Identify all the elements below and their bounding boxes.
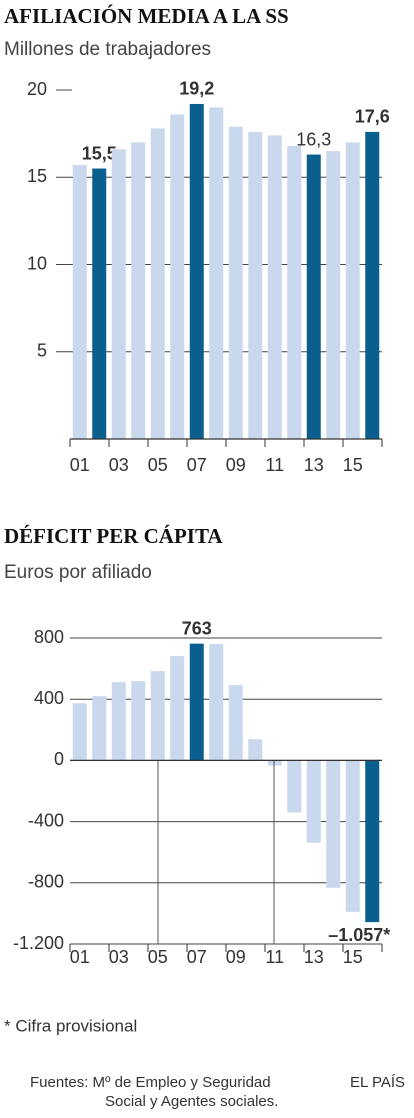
value-label: –1.057* <box>328 925 390 945</box>
bar <box>189 643 204 761</box>
y-tick-label: 15 <box>27 166 47 186</box>
x-tick-label: 15 <box>343 455 363 475</box>
value-label: 15,5 <box>82 143 117 163</box>
x-tick-label: 07 <box>187 947 207 967</box>
bar <box>248 739 263 761</box>
value-label: 763 <box>182 618 212 638</box>
y-tick-label: 800 <box>34 627 64 647</box>
bar <box>267 760 282 766</box>
bar <box>209 644 224 761</box>
bar <box>345 142 360 439</box>
bar <box>111 149 126 439</box>
bar <box>326 151 341 439</box>
bar <box>228 685 243 761</box>
chart-title: AFILIACIÓN MEDIA A LA SS <box>4 4 289 28</box>
bar <box>267 135 282 439</box>
x-tick-label: 01 <box>70 455 90 475</box>
x-tick-label: 05 <box>148 947 168 967</box>
bar <box>150 671 165 761</box>
x-tick-label: 11 <box>265 455 284 475</box>
bar <box>72 703 87 761</box>
y-tick-label: 20 <box>27 79 47 99</box>
bar <box>131 681 146 761</box>
x-tick-label: 07 <box>187 455 207 475</box>
y-tick-label: 5 <box>37 341 47 361</box>
bar <box>189 103 204 440</box>
x-tick-label: 09 <box>226 455 246 475</box>
bar <box>92 696 107 761</box>
footnote: * Cifra provisional <box>4 1016 137 1035</box>
bar <box>306 760 321 843</box>
bar <box>326 760 341 888</box>
x-tick-label: 13 <box>304 947 324 967</box>
x-tick-label: 03 <box>109 947 129 967</box>
y-tick-label: 0 <box>54 749 64 769</box>
value-label: 16,3 <box>296 129 331 149</box>
bar <box>365 131 380 439</box>
value-label: 17,6 <box>355 107 390 127</box>
bar <box>228 126 243 440</box>
x-tick-label: 05 <box>148 455 168 475</box>
chart-title: DÉFICIT PER CÁPITA <box>4 524 223 548</box>
chart-subtitle: Euros por afiliado <box>4 562 152 583</box>
bar <box>345 760 360 912</box>
bar <box>170 656 185 761</box>
x-tick-label: 09 <box>226 947 246 967</box>
brand: EL PAÍS <box>350 1074 405 1091</box>
y-tick-label: -400 <box>28 810 64 830</box>
y-tick-label: 400 <box>34 688 64 708</box>
bar <box>209 107 224 439</box>
value-label: 19,2 <box>179 79 214 99</box>
x-tick-label: 01 <box>70 947 90 967</box>
bar <box>92 168 107 439</box>
bar <box>170 114 185 440</box>
bar <box>287 145 302 439</box>
bar <box>306 154 321 439</box>
bar <box>72 165 87 439</box>
bar <box>131 142 146 439</box>
y-tick-label: -800 <box>28 872 64 892</box>
bar <box>287 760 302 813</box>
x-tick-label: 13 <box>304 455 324 475</box>
bar <box>248 131 263 439</box>
layout <box>157 761 275 944</box>
y-tick-label: -1.200 <box>13 933 64 953</box>
bar <box>111 682 126 761</box>
x-tick-label: 15 <box>343 947 363 967</box>
chart-subtitle: Millones de trabajadores <box>4 39 211 60</box>
x-tick-label: 11 <box>265 947 284 967</box>
bar <box>150 128 165 439</box>
x-tick-label: 03 <box>109 455 129 475</box>
bar <box>365 760 380 923</box>
y-tick-label: 10 <box>27 253 47 273</box>
source: Fuentes: Mº de Empleo y Seguridad Social … <box>30 1074 278 1110</box>
